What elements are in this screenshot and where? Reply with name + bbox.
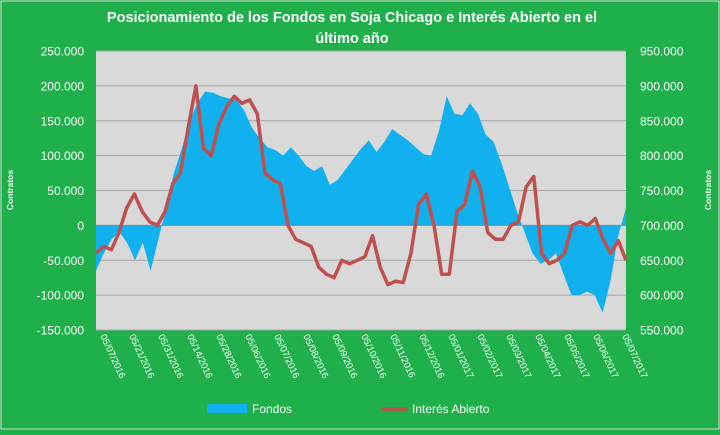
- right-tick-label: 750.000: [640, 184, 684, 198]
- left-tick-label: -150.000: [37, 324, 85, 338]
- x-tick-label: 05/06/2017: [590, 333, 620, 381]
- x-tick-label: 05/10/2016: [358, 333, 388, 381]
- x-tick-label: 05/12/2016: [416, 333, 446, 381]
- legend-interes-label: Interés Abierto: [412, 402, 490, 416]
- x-tick-label: 05/05/2017: [561, 333, 591, 381]
- right-axis: 950.000 900.000 850.000 800.000 750.000 700.0…: [640, 45, 684, 338]
- legend-fondos-swatch: [207, 404, 247, 413]
- x-tick-label: 05/02/2017: [474, 333, 504, 381]
- x-tick-label: 05/28/2016: [213, 333, 243, 381]
- x-tick-label: 05/06/2016: [242, 333, 272, 381]
- left-tick-label: 0: [77, 219, 84, 233]
- left-axis-title: Contratos: [5, 170, 15, 210]
- right-axis-title: Contratos: [703, 170, 713, 210]
- left-tick-label: 250.000: [41, 45, 85, 59]
- x-tick-label: 05/21/2016: [126, 333, 156, 381]
- chart-title-line-1: Posicionamiento de los Fondos en Soja Ch…: [107, 10, 597, 26]
- chart-title-line-2: último año: [315, 31, 388, 47]
- right-tick-label: 600.000: [640, 289, 684, 303]
- x-tick-label: 05/01/2017: [445, 333, 475, 381]
- left-tick-label: -100.000: [37, 289, 85, 303]
- left-tick-label: 200.000: [41, 79, 85, 93]
- right-tick-label: 800.000: [640, 149, 684, 163]
- left-tick-label: 150.000: [41, 114, 85, 128]
- x-tick-label: 05/07/2016: [271, 333, 301, 381]
- x-tick-label: 05/11/2016: [387, 333, 417, 380]
- x-tick-label: 05/08/2016: [300, 333, 330, 381]
- legend: Fondos Interés Abierto: [207, 402, 490, 416]
- left-tick-label: 100.000: [41, 149, 85, 163]
- left-axis: 250.000 200.000 150.000 100.000 50.000 0 -50.0…: [37, 45, 85, 338]
- x-tick-label: 05/14/2016: [184, 333, 214, 381]
- series-layer: [94, 84, 628, 313]
- x-tick-label: 05/07/2016: [97, 333, 127, 381]
- right-tick-label: 700.000: [640, 219, 684, 233]
- left-tick-label: -50.000: [43, 254, 84, 268]
- right-tick-label: 950.000: [640, 45, 684, 59]
- x-tick-label: 05/03/2017: [503, 333, 533, 381]
- right-tick-label: 650.000: [640, 254, 684, 268]
- x-tick-label: 05/04/2017: [532, 333, 562, 381]
- right-tick-label: 900.000: [640, 79, 684, 93]
- x-tick-label: 05/09/2016: [329, 333, 359, 381]
- x-tick-label: 05/31/2016: [155, 333, 185, 381]
- right-tick-label: 850.000: [640, 114, 684, 128]
- legend-fondos-label: Fondos: [252, 402, 292, 416]
- x-axis: 05/07/201605/21/201605/31/201605/14/2016…: [97, 333, 649, 381]
- left-tick-label: 50.000: [47, 184, 84, 198]
- series-fondos-area: [96, 91, 626, 313]
- series-interes-line: [94, 84, 628, 287]
- right-tick-label: 550.000: [640, 324, 684, 338]
- x-tick-label: 05/07/2017: [619, 333, 649, 381]
